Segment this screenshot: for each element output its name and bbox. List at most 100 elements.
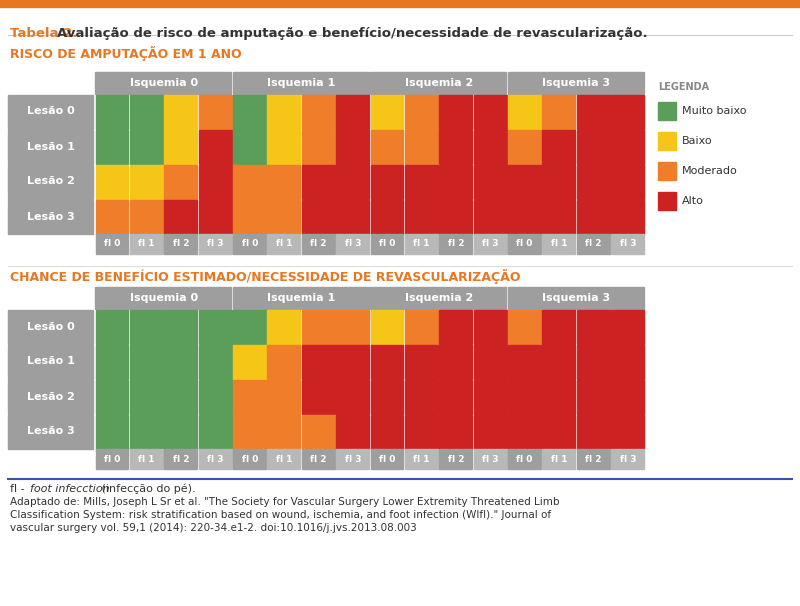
Bar — [267, 95, 300, 128]
Text: Moderado: Moderado — [682, 166, 738, 176]
Text: Lesão 3: Lesão 3 — [26, 427, 74, 436]
Bar — [302, 415, 334, 448]
Bar — [198, 130, 231, 164]
Bar — [130, 449, 162, 469]
Bar — [474, 130, 506, 164]
Bar — [508, 310, 541, 344]
Bar — [130, 130, 162, 164]
Text: Isquemia 2: Isquemia 2 — [405, 293, 473, 303]
Text: fl 1: fl 1 — [276, 454, 292, 464]
Text: fl 0: fl 0 — [379, 239, 395, 248]
Bar — [508, 199, 541, 233]
Bar — [611, 199, 644, 233]
Bar — [474, 449, 506, 469]
Bar — [198, 164, 231, 199]
Bar — [302, 164, 334, 199]
Bar — [370, 234, 403, 254]
Bar — [267, 164, 300, 199]
Bar — [233, 449, 266, 469]
Text: fl -: fl - — [10, 484, 28, 494]
Bar — [198, 415, 231, 448]
Bar — [336, 234, 369, 254]
Bar — [405, 310, 438, 344]
Bar — [542, 415, 575, 448]
Bar — [164, 199, 197, 233]
Bar — [508, 344, 541, 379]
Bar — [370, 310, 403, 344]
Text: Tabela 2.: Tabela 2. — [10, 27, 82, 40]
Bar — [267, 449, 300, 469]
Bar — [336, 415, 369, 448]
Bar — [233, 310, 266, 344]
Bar — [577, 95, 610, 128]
Bar — [302, 95, 334, 128]
Bar — [164, 130, 197, 164]
Text: Isquemia 0: Isquemia 0 — [130, 293, 198, 303]
Bar — [95, 72, 231, 94]
Text: Lesão 1: Lesão 1 — [26, 356, 74, 367]
Bar — [542, 164, 575, 199]
Bar — [8, 130, 93, 164]
Bar — [611, 164, 644, 199]
Bar — [8, 379, 93, 413]
Bar — [370, 199, 403, 233]
Bar — [507, 72, 643, 94]
Text: fl 1: fl 1 — [551, 454, 567, 464]
Text: fl 2: fl 2 — [448, 454, 464, 464]
Bar — [439, 379, 472, 413]
Bar — [336, 95, 369, 128]
Bar — [95, 379, 128, 413]
Bar — [302, 310, 334, 344]
Bar — [577, 379, 610, 413]
Bar — [95, 95, 128, 128]
Bar — [542, 95, 575, 128]
Bar — [164, 379, 197, 413]
Bar — [370, 164, 403, 199]
Text: fl 0: fl 0 — [379, 454, 395, 464]
Bar — [474, 95, 506, 128]
Bar — [233, 130, 266, 164]
Bar — [267, 344, 300, 379]
Bar — [370, 344, 403, 379]
Bar — [611, 130, 644, 164]
Bar — [658, 132, 676, 150]
Bar — [233, 379, 266, 413]
Bar — [439, 310, 472, 344]
Bar — [302, 199, 334, 233]
Bar — [164, 344, 197, 379]
Bar — [130, 95, 162, 128]
Bar — [658, 162, 676, 180]
Bar — [439, 130, 472, 164]
Bar — [611, 344, 644, 379]
Bar — [233, 234, 266, 254]
Text: fl 2: fl 2 — [585, 239, 602, 248]
Bar — [370, 95, 403, 128]
Bar — [474, 310, 506, 344]
Text: Classification System: risk stratification based on wound, ischemia, and foot in: Classification System: risk stratificati… — [10, 510, 551, 520]
Text: fl 0: fl 0 — [517, 454, 533, 464]
Bar — [336, 379, 369, 413]
Bar — [198, 199, 231, 233]
Bar — [198, 234, 231, 254]
Bar — [233, 344, 266, 379]
Bar — [95, 344, 128, 379]
Bar — [302, 344, 334, 379]
Bar — [508, 449, 541, 469]
Bar — [474, 415, 506, 448]
Bar — [95, 199, 128, 233]
Bar — [405, 379, 438, 413]
Bar — [336, 310, 369, 344]
Bar — [508, 234, 541, 254]
Bar — [611, 234, 644, 254]
Text: fl 2: fl 2 — [173, 454, 189, 464]
Text: Isquemia 3: Isquemia 3 — [542, 78, 610, 88]
Bar — [233, 287, 369, 309]
Bar — [267, 379, 300, 413]
Bar — [164, 234, 197, 254]
Bar — [267, 234, 300, 254]
Bar — [577, 344, 610, 379]
Bar — [405, 199, 438, 233]
Bar — [164, 164, 197, 199]
Text: (infecção do pé).: (infecção do pé). — [98, 484, 196, 494]
Text: fl 1: fl 1 — [414, 239, 430, 248]
